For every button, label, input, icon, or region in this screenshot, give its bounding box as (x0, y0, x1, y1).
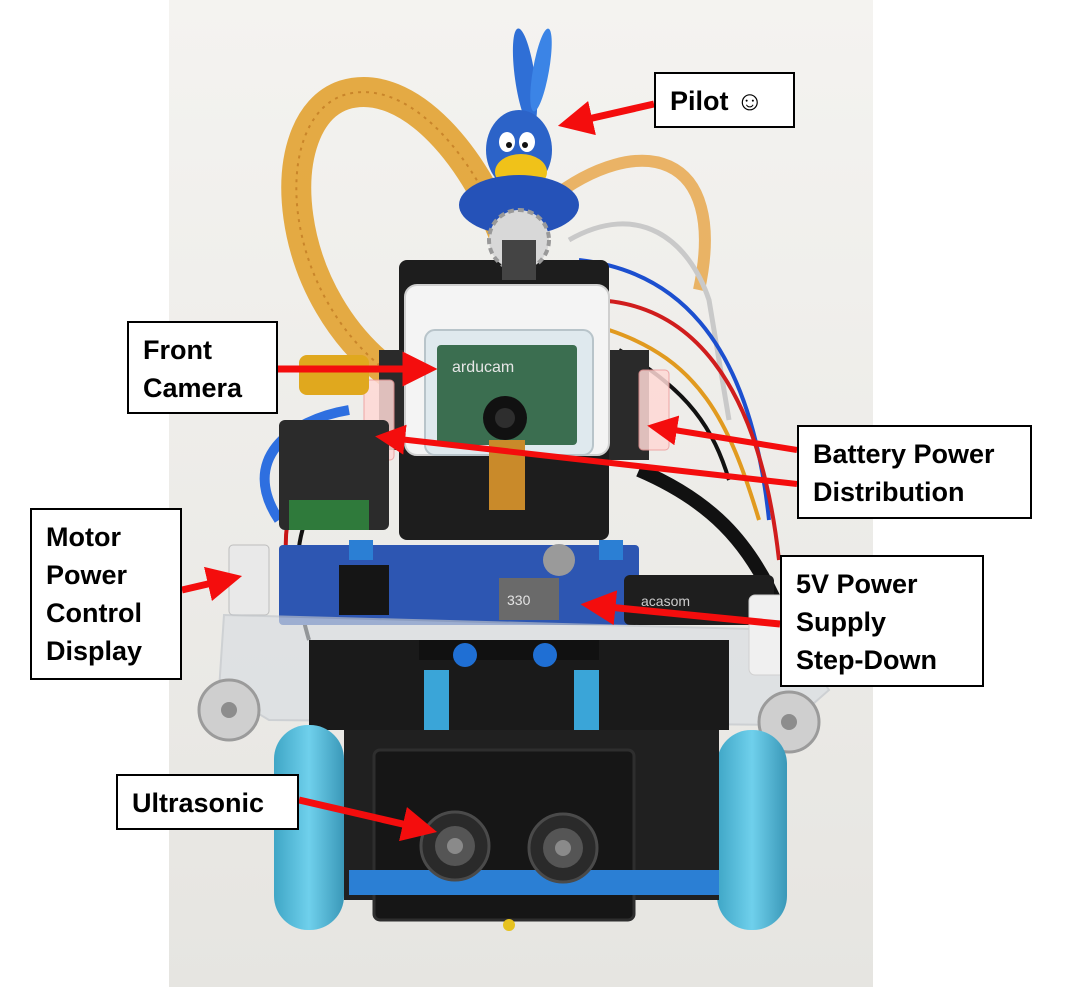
callout-5v-power-supply-step-down: 5V Power Supply Step-Down (780, 555, 984, 687)
callout-battery-power-distribution: Battery Power Distribution (797, 425, 1032, 519)
callout-motor-power-control-display: Motor Power Control Display (30, 508, 182, 680)
camera-module-text: arducam (452, 359, 514, 376)
callout-pilot: Pilot ☺ (654, 72, 795, 128)
callout-ultrasonic: Ultrasonic (116, 774, 299, 830)
cable-brand-text: acasom (641, 593, 690, 609)
callout-front-camera: Front Camera (127, 321, 278, 414)
robot-photo: arducam 330 acasom (169, 0, 873, 987)
inductor-marking-text: 330 (507, 592, 531, 608)
